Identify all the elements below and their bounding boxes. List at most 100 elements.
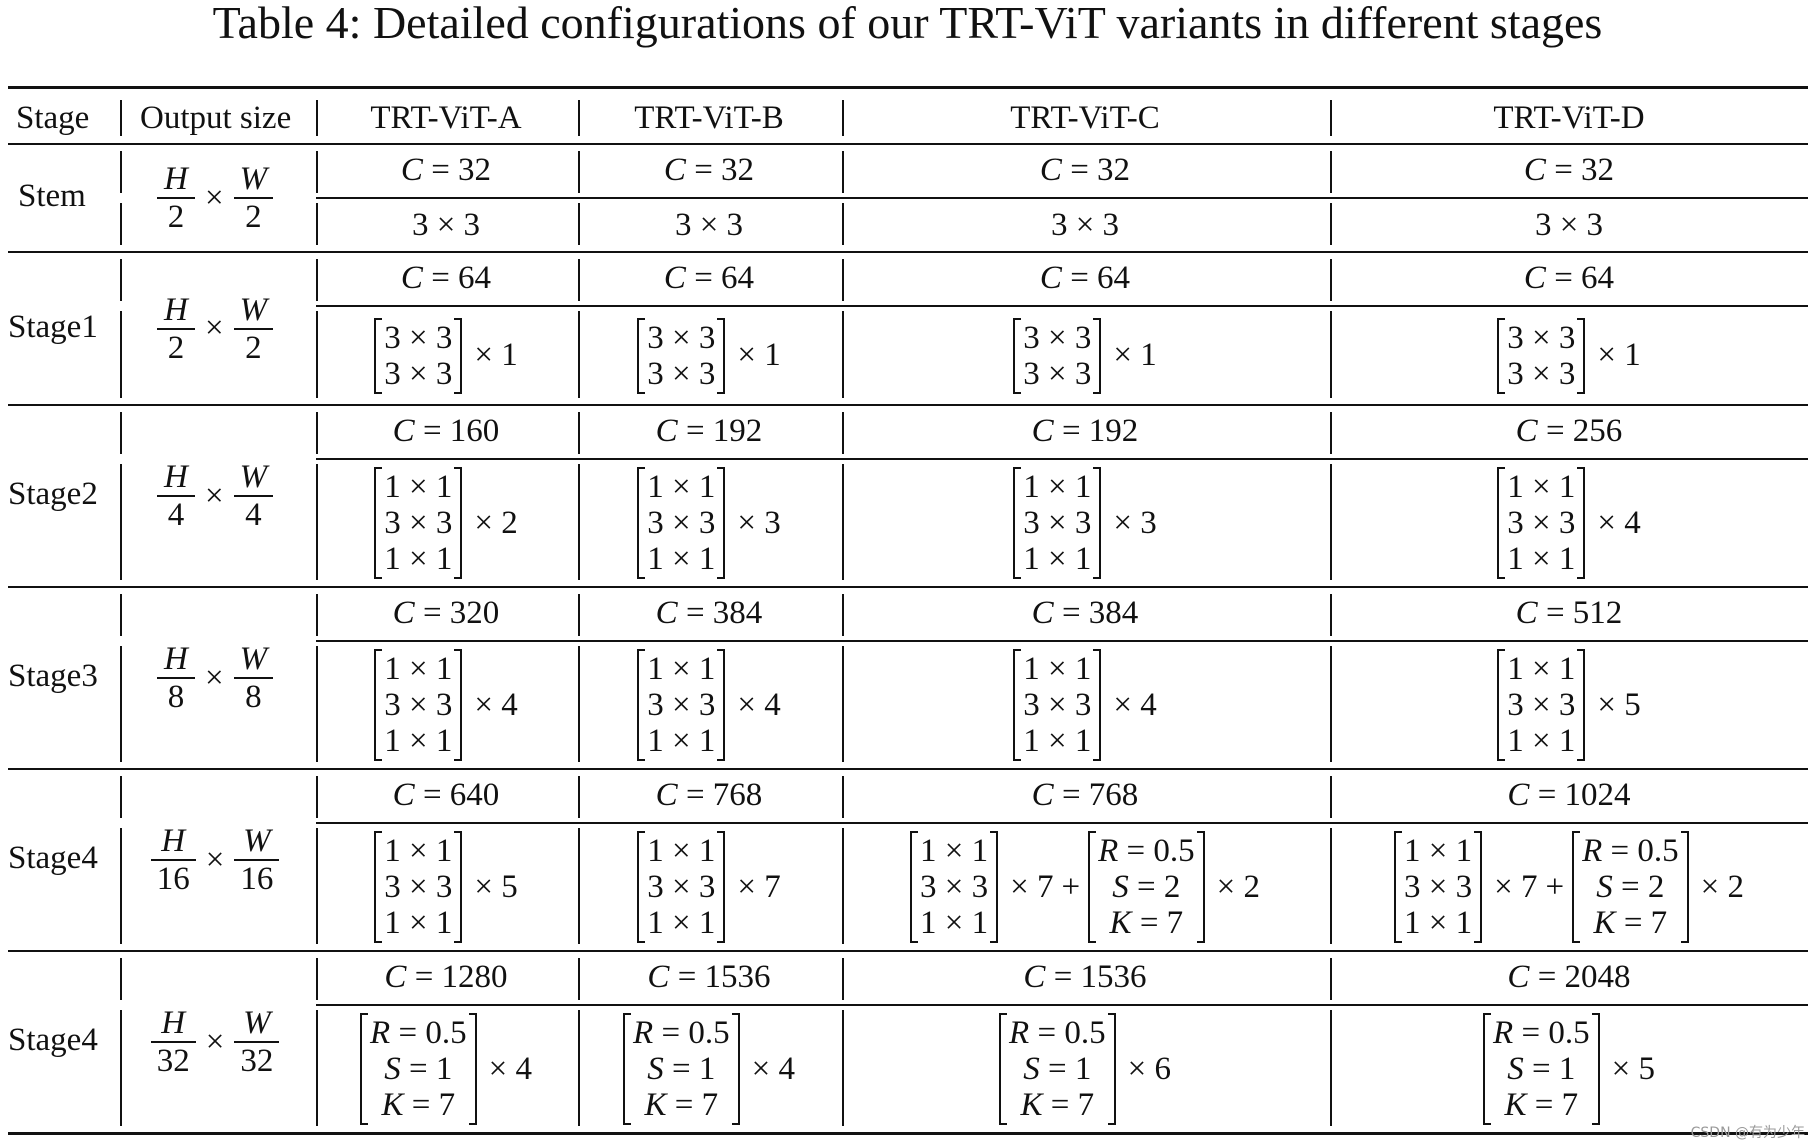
column-divider [316, 259, 318, 301]
channel-count: C = 640 [392, 777, 500, 813]
fraction-denominator: 2 [167, 199, 185, 235]
matrix-entry: 3 × 3 [1023, 687, 1092, 723]
matrix-entry: K = 7 [1020, 1087, 1095, 1123]
column-divider [842, 311, 844, 398]
matrix-entry: 3 × 3 [1507, 687, 1576, 723]
channel-symbol: C [392, 777, 415, 813]
table-caption: Table 4: Detailed configurations of our … [212, 0, 1603, 48]
matrix-entry: 1 × 1 [1023, 541, 1092, 577]
channel-count: C = 384 [655, 595, 763, 631]
channel-symbol: C [1031, 595, 1054, 631]
column-divider [316, 646, 318, 762]
repeat-count: × 1 [474, 337, 518, 373]
column-divider [578, 594, 580, 636]
channel-count: C = 64 [1523, 260, 1615, 296]
output-size: H 4 × W 4 [150, 456, 280, 536]
channel-symbol: C [1031, 413, 1054, 449]
channel-symbol: C [1507, 959, 1530, 995]
matrix-entry: 3 × 3 [647, 505, 716, 541]
fraction-numerator: W [243, 1005, 271, 1041]
column-divider [120, 958, 122, 1000]
channel-count: C = 64 [400, 260, 492, 296]
repeat-count: × 1 [737, 337, 781, 373]
column-divider [578, 646, 580, 762]
matrix-entry: 1 × 1 [919, 833, 989, 869]
param-symbol: K [644, 1087, 667, 1123]
channel-count: C = 64 [663, 260, 755, 296]
header-trt-vit-c: TRT-ViT-C [1010, 100, 1160, 136]
attention-repeat-count: × 2 [1216, 868, 1261, 905]
column-divider [316, 151, 318, 193]
fraction-denominator: 4 [245, 497, 262, 533]
matrix-entry: 3 × 3 [647, 869, 716, 905]
repeat-count: × 4 [1113, 686, 1157, 723]
stage-label: Stem [18, 178, 86, 214]
column-divider [578, 259, 580, 301]
matrix-entry: 3 × 3 [647, 319, 716, 356]
repeat-count: × 4 [1597, 504, 1641, 541]
matrix-entry: 3 × 3 [384, 319, 453, 356]
column-divider [578, 828, 580, 944]
channel-count: C = 512 [1515, 595, 1623, 631]
channel-rule [316, 305, 1808, 307]
matrix-entry: K = 7 [381, 1087, 456, 1123]
matrix-entry: 3 × 3 [1507, 319, 1576, 356]
param-symbol: K [1593, 905, 1616, 941]
column-divider [578, 203, 580, 245]
param-symbol: R [633, 1015, 654, 1051]
channel-count: C = 32 [663, 152, 755, 188]
fraction-numerator: H [161, 1005, 186, 1041]
fraction-numerator: W [239, 641, 268, 677]
channel-symbol: C [1507, 777, 1530, 813]
kernel-size: 3 × 3 [1534, 206, 1604, 243]
block-config: 3 × 3 [578, 199, 840, 251]
row-rule-stage4 [8, 950, 1808, 952]
column-divider [316, 311, 318, 398]
column-divider [842, 464, 844, 580]
column-divider [120, 776, 122, 818]
column-divider [1330, 151, 1332, 193]
channel-symbol: C [1023, 959, 1046, 995]
column-divider [1330, 776, 1332, 818]
channel-count: C = 64 [1039, 260, 1131, 296]
column-divider [842, 259, 844, 301]
fraction: W 32 [234, 1005, 280, 1079]
matrix-entry: 1 × 1 [1507, 469, 1576, 505]
fraction-denominator: 16 [156, 861, 190, 897]
matrix-entry: 1 × 1 [647, 469, 716, 505]
fraction-numerator: W [239, 161, 268, 197]
matrix-entry: S = 1 [1023, 1051, 1092, 1087]
column-divider [316, 958, 318, 1000]
watermark: CSDN @有为少年 [1690, 1125, 1805, 1141]
column-divider [1330, 412, 1332, 454]
row-rule-stage3 [8, 768, 1808, 770]
column-divider [1330, 311, 1332, 398]
block-config: 3 × 3 [842, 199, 1328, 251]
matrix-entry: S = 1 [1507, 1051, 1576, 1087]
column-divider [1330, 100, 1332, 136]
channel-symbol: C [655, 413, 678, 449]
header-trt-vit-a: TRT-ViT-A [370, 100, 522, 136]
matrix-entry: K = 7 [1504, 1087, 1579, 1123]
column-divider [120, 594, 122, 636]
matrix-entry: 3 × 3 [1023, 355, 1092, 392]
column-divider [578, 464, 580, 580]
param-symbol: S [1112, 869, 1129, 905]
column-divider [578, 412, 580, 454]
matrix-entry: 1 × 1 [1403, 833, 1473, 869]
param-symbol: S [647, 1051, 664, 1087]
fraction-bar [233, 327, 274, 330]
fraction-bar [156, 197, 195, 199]
